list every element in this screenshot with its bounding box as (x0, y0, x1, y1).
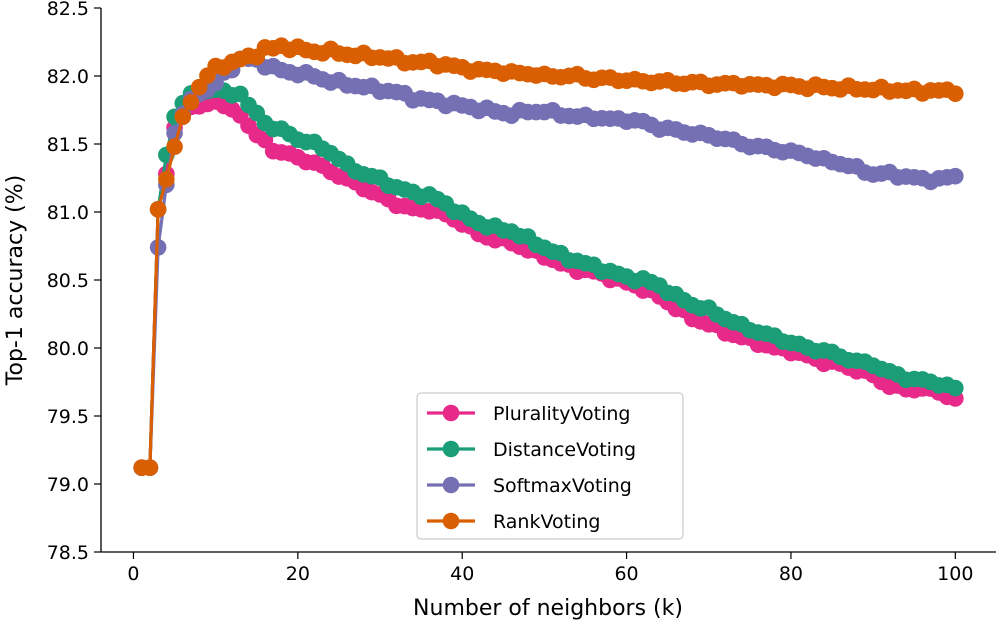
y-tick-label: 78.5 (47, 542, 89, 564)
legend-label: SoftmaxVoting (493, 475, 632, 497)
x-tick-label: 40 (450, 563, 474, 585)
x-axis-label: Number of neighbors (k) (413, 596, 683, 621)
legend-marker (442, 404, 460, 422)
legend-label: DistanceVoting (493, 439, 636, 461)
data-point (174, 108, 192, 126)
data-point (182, 93, 200, 111)
x-tick-label: 100 (937, 563, 973, 585)
y-tick-label: 79.0 (47, 474, 89, 496)
y-tick-label: 80.5 (47, 270, 89, 292)
ticks-layer: 0 20 40 60 80 100 78.5 79.0 79.5 80.0 80.5 81.0 81.5… (47, 0, 974, 585)
x-tick-label: 80 (779, 563, 803, 585)
y-tick-label: 82.5 (47, 0, 89, 20)
legend-marker (442, 440, 460, 458)
data-point (190, 78, 208, 96)
legend-entry: PluralityVoting (427, 403, 630, 425)
y-tick-label: 80.0 (47, 338, 89, 360)
legend-label: RankVoting (493, 511, 600, 533)
x-tick-label: 0 (127, 563, 139, 585)
data-point (158, 171, 175, 188)
x-tick-label: 20 (286, 563, 310, 585)
data-point (166, 138, 183, 156)
y-tick-label: 81.0 (47, 202, 89, 224)
legend: PluralityVoting DistanceVoting SoftmaxVoti… (416, 392, 684, 540)
legend-entry: RankVoting (427, 511, 600, 533)
data-point (947, 379, 964, 397)
y-tick-label: 81.5 (47, 134, 89, 156)
legend-box (416, 392, 684, 540)
y-tick-label: 82.0 (47, 66, 89, 88)
legend-entry: DistanceVoting (427, 439, 636, 461)
legend-label: PluralityVoting (493, 403, 630, 425)
data-point (947, 167, 964, 185)
y-axis-label: Top-1 accuracy (%) (3, 175, 28, 386)
legend-marker (442, 512, 460, 530)
data-point (141, 459, 159, 476)
legend-entry: SoftmaxVoting (427, 475, 632, 497)
data-point (149, 200, 167, 218)
series-RankVoting (133, 37, 964, 476)
y-tick-label: 79.5 (47, 406, 89, 428)
x-tick-label: 60 (614, 563, 638, 585)
data-point (947, 85, 964, 102)
series-layer (133, 37, 964, 476)
legend-marker (442, 476, 460, 494)
series-SoftmaxVoting (133, 50, 964, 476)
